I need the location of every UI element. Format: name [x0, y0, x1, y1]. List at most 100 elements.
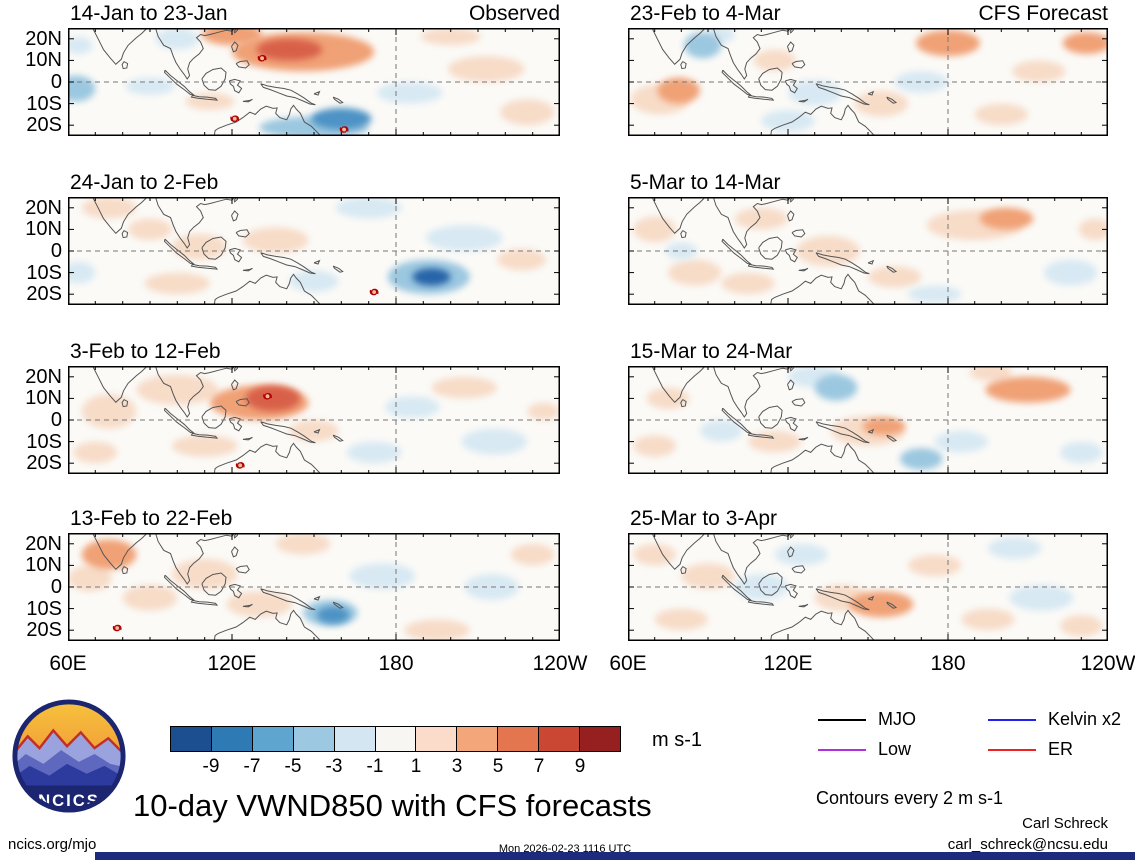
wave-legend: MJO Kelvin x2 Low ER	[818, 705, 1128, 775]
colorbar-tick-label: -3	[325, 756, 343, 777]
map-canvas	[628, 366, 1108, 474]
map-canvas	[68, 366, 560, 474]
page-title: 10-day VWND850 with CFS forecasts	[133, 788, 652, 823]
y-axis-label: 10S	[26, 597, 62, 620]
colorbar-tick-label: 9	[574, 756, 586, 777]
panel-title: 24-Jan to 2-Feb	[70, 171, 219, 194]
x-axis-label: 120W	[1080, 652, 1135, 675]
legend-label: MJO	[878, 709, 916, 729]
tropical-cyclone-icon	[369, 288, 379, 296]
colorbar-segment	[539, 727, 581, 751]
y-axis-label: 0	[50, 71, 62, 93]
map-panel-observed-2: 24-Jan to 2-Feb 20N 10N 0 10S 20S	[25, 171, 560, 305]
map-panel-forecast-3: 15-Mar to 24-Mar	[628, 340, 1108, 474]
colorbar-segment	[457, 727, 499, 751]
bottom-accent-bar	[95, 852, 1135, 860]
map-panel-observed-1: 14-Jan to 23-Jan Observed 20N 10N 0 10S 20S	[25, 2, 560, 136]
map-panel-observed-3: 3-Feb to 12-Feb 20N 10N 0 10S 20S	[25, 340, 560, 474]
tropical-cyclone-icon	[235, 462, 245, 469]
y-axis-label: 20S	[26, 283, 62, 306]
low-line-swatch	[818, 748, 866, 751]
observed-column-label: Observed	[468, 2, 560, 25]
legend-item-er: ER	[988, 739, 1073, 760]
colorbar-tick-label: -9	[202, 756, 220, 777]
tropical-cyclone-icon	[230, 115, 240, 123]
legend-item-mjo: MJO	[818, 709, 916, 730]
tropical-cyclone-icon	[257, 54, 267, 62]
colorbar-segment	[375, 727, 417, 751]
y-axis-label: 10N	[25, 218, 62, 241]
er-line-swatch	[988, 748, 1036, 751]
x-axis-label: 120E	[207, 652, 257, 675]
x-axis-label: 120W	[532, 652, 588, 675]
colorbar-tick-label: 1	[410, 756, 422, 777]
panel-title: 5-Mar to 14-Mar	[630, 171, 781, 194]
colorbar-segment	[416, 727, 458, 751]
map-canvas	[68, 28, 560, 136]
tropical-cyclone-icon	[112, 624, 122, 632]
panel-title: 3-Feb to 12-Feb	[70, 340, 221, 363]
x-axis-label: 120E	[763, 652, 813, 675]
map-panel-observed-4: 13-Feb to 22-Feb 20N 10N 0 10S 20S	[25, 507, 560, 641]
y-axis-label: 0	[50, 240, 62, 262]
mountains-icon: NCICS	[14, 728, 124, 811]
y-axis-label: 10N	[25, 554, 62, 577]
x-axis-label: 180	[378, 652, 414, 675]
panel-title: 25-Mar to 3-Apr	[630, 507, 778, 530]
colorbar-units-label: m s-1	[652, 729, 702, 751]
panel-title: 23-Feb to 4-Mar	[630, 2, 781, 25]
contour-interval-note: Contours every 2 m s-1	[816, 788, 1004, 808]
y-axis-label: 20S	[26, 452, 62, 475]
legend-label: ER	[1048, 739, 1074, 759]
colorbar-segment	[580, 727, 620, 751]
colorbar-tick-label: -5	[284, 756, 302, 777]
site-link[interactable]: ncics.org/mjo	[8, 836, 97, 853]
y-axis-label: 10N	[25, 387, 62, 410]
colorbar-segment	[293, 727, 335, 751]
credit-email-link[interactable]: carl_schreck@ncsu.edu	[947, 836, 1108, 853]
kelvin-line-swatch	[988, 718, 1036, 721]
colorbar-tick-label: 5	[492, 756, 504, 777]
panel-title: 14-Jan to 23-Jan	[70, 2, 228, 25]
legend-label: Low	[878, 739, 912, 759]
y-axis-label: 20S	[26, 114, 62, 137]
tropical-cyclone-icon	[339, 126, 349, 133]
x-axis-label: 180	[930, 652, 966, 675]
y-axis-label: 0	[50, 409, 62, 431]
y-axis-label: 20N	[25, 365, 62, 388]
ncics-logo-graphic: NCICS	[12, 699, 126, 813]
mjo-line-swatch	[818, 718, 866, 721]
credit-name: Carl Schreck	[1022, 815, 1108, 832]
y-axis-label: 20S	[26, 619, 62, 642]
map-canvas	[628, 197, 1108, 305]
colorbar-segment	[211, 727, 253, 751]
tropical-cyclone-icon	[263, 392, 272, 400]
colorbar-tick-label: 7	[533, 756, 545, 777]
panel-title: 15-Mar to 24-Mar	[630, 340, 793, 363]
y-axis-label: 20N	[25, 196, 62, 219]
y-axis-label: 10S	[26, 261, 62, 284]
panel-title: 13-Feb to 22-Feb	[70, 507, 233, 530]
map-panel-forecast-1: 23-Feb to 4-Mar CFS Forecast	[628, 2, 1108, 136]
x-axis-label: 60E	[49, 652, 87, 675]
y-axis-label: 10N	[25, 49, 62, 72]
legend-label: Kelvin x2	[1048, 709, 1122, 729]
map-panel-forecast-2: 5-Mar to 14-Mar	[628, 171, 1108, 305]
map-canvas	[68, 533, 560, 641]
colorbar-segment	[334, 727, 376, 751]
y-axis-label: 20N	[25, 532, 62, 555]
map-canvas	[68, 197, 560, 305]
map-canvas	[628, 533, 1108, 641]
colorbar	[170, 726, 621, 752]
y-axis-label: 10S	[26, 92, 62, 115]
colorbar-tick-label: -1	[366, 756, 384, 777]
y-axis-label: 0	[50, 576, 62, 598]
colorbar-tick-label: -7	[243, 756, 261, 777]
legend-item-kelvin: Kelvin x2	[988, 709, 1121, 730]
map-panel-forecast-4: 25-Mar to 3-Apr	[628, 507, 1108, 641]
y-axis-label: 20N	[25, 27, 62, 50]
colorbar-segment	[498, 727, 540, 751]
map-canvas	[628, 28, 1108, 136]
legend-item-low: Low	[818, 739, 911, 760]
